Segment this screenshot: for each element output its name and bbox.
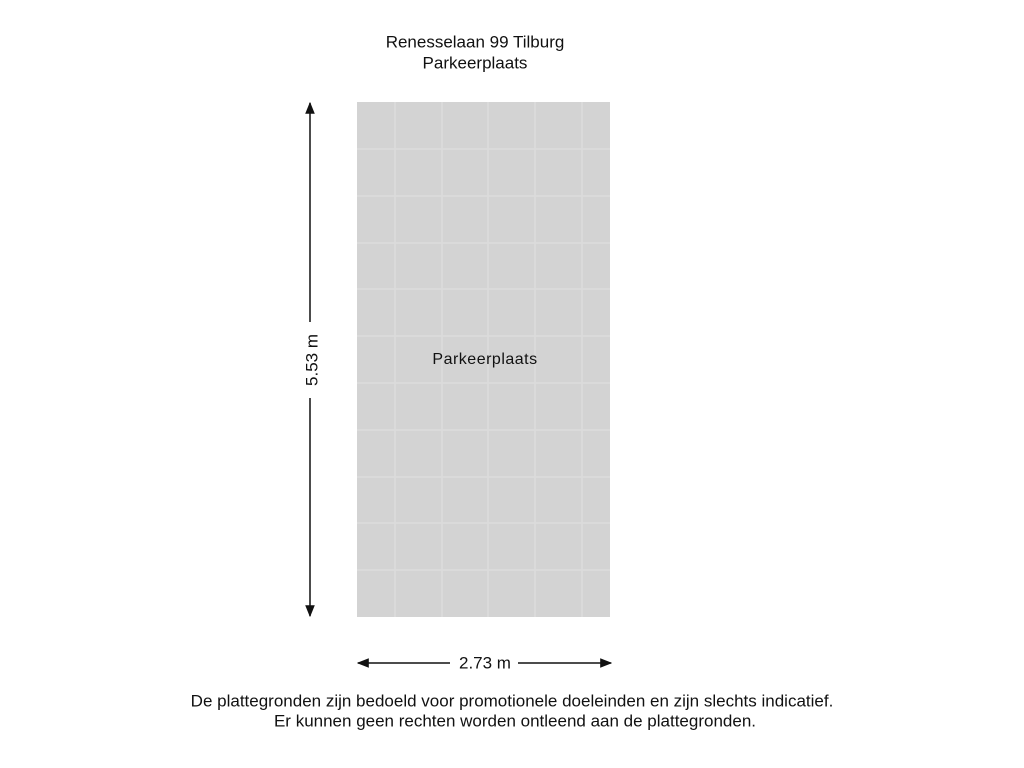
title: Renesselaan 99 Tilburg <box>386 32 565 51</box>
disclaimer: Er kunnen geen rechten worden ontleend a… <box>274 711 756 730</box>
width-label: 2.73 m <box>459 653 511 672</box>
subtitle: Parkeerplaats <box>423 53 528 72</box>
height-label: 5.53 m <box>302 334 321 386</box>
tile-grid <box>357 102 610 617</box>
room-area <box>357 102 610 617</box>
room-label: Parkeerplaats <box>432 351 537 368</box>
room: Parkeerplaats <box>357 102 610 617</box>
disclaimer: De plattegronden zijn bedoeld voor promo… <box>191 691 834 710</box>
